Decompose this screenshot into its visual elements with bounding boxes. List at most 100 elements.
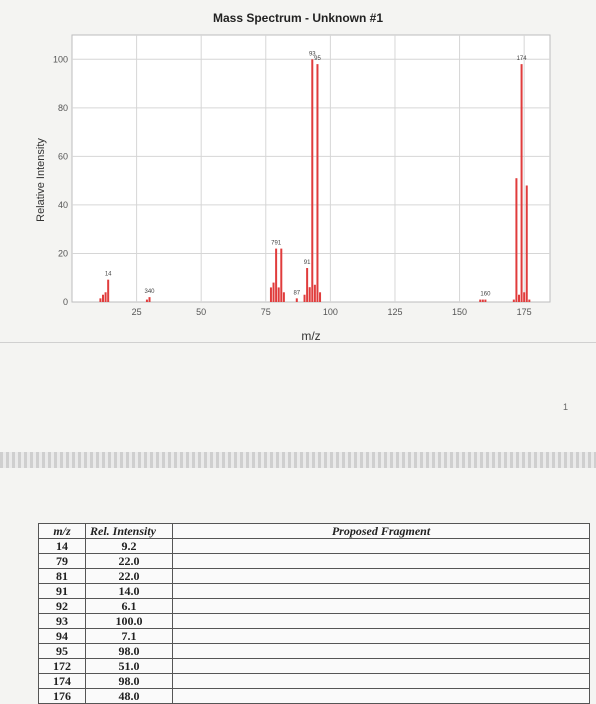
peak-bar	[517, 294, 520, 302]
table-header-row: m/z Rel. Intensity Proposed Fragment	[38, 523, 590, 539]
table-row: 79 22.0	[38, 553, 590, 569]
cell-fragment[interactable]	[172, 688, 590, 704]
cell-fragment[interactable]	[172, 628, 590, 644]
peak-bar	[311, 59, 314, 302]
cell-mz: 81	[38, 568, 86, 584]
cell-intensity: 98.0	[85, 673, 173, 689]
peak-bar	[280, 248, 283, 302]
header-intensity: Rel. Intensity	[85, 523, 173, 539]
y-tick-label: 20	[58, 248, 68, 258]
peak-bar	[295, 298, 298, 302]
plot-area	[71, 34, 551, 303]
peak-bar	[277, 287, 280, 302]
header-mz-numerator: m	[53, 523, 63, 538]
x-axis-label: m/z	[301, 329, 320, 343]
peak-bar	[145, 299, 148, 302]
chart-title: Mass Spectrum - Unknown #1	[213, 11, 383, 25]
cell-fragment[interactable]	[172, 538, 590, 554]
peak-bar	[520, 64, 523, 302]
mass-spectrum-chart: 25 50 75 100 125 150 175 0 20 40 60 80 100 14 340 791 87…	[35, 11, 551, 343]
header-fragment: Proposed Fragment	[172, 523, 590, 539]
y-tick-label: 40	[58, 200, 68, 210]
peak-bar	[303, 294, 306, 302]
peak-bar	[99, 298, 102, 302]
peak-bar	[306, 268, 309, 302]
table-row: 94 7.1	[38, 628, 590, 644]
cell-intensity: 22.0	[85, 553, 173, 569]
table-row: 176 48.0	[38, 688, 590, 704]
peak-label: 160	[480, 292, 491, 298]
peak-bar	[319, 292, 322, 302]
cell-mz: 93	[38, 613, 86, 629]
header-mz-denominator: z	[66, 523, 71, 538]
x-tick-label: 175	[517, 307, 532, 317]
peak-bar	[528, 299, 531, 302]
cell-mz: 95	[38, 643, 86, 659]
peak-bar	[104, 292, 107, 302]
peak-bar	[275, 248, 278, 302]
x-tick-label: 50	[196, 307, 206, 317]
peak-bar	[523, 292, 526, 302]
peak-bar	[107, 279, 110, 302]
peak-bar	[525, 185, 528, 302]
peak-bar	[282, 292, 285, 302]
y-tick-label: 100	[53, 54, 68, 64]
table-row: 93 100.0	[38, 613, 590, 629]
peak-bar	[148, 297, 151, 302]
peak-bar	[308, 287, 311, 302]
cell-mz: 92	[38, 598, 86, 614]
y-tick-label: 80	[58, 103, 68, 113]
cell-intensity: 14.0	[85, 583, 173, 599]
peak-bar	[313, 284, 316, 302]
table-row: 92 6.1	[38, 598, 590, 614]
peak-label: 95	[314, 56, 321, 62]
cell-fragment[interactable]	[172, 553, 590, 569]
cell-intensity: 51.0	[85, 658, 173, 674]
header-mz: m/z	[38, 523, 86, 539]
cell-fragment[interactable]	[172, 583, 590, 599]
peak-label: 791	[271, 241, 282, 247]
cell-intensity: 98.0	[85, 643, 173, 659]
cell-fragment[interactable]	[172, 643, 590, 659]
peak-bar	[484, 299, 487, 302]
cell-mz: 94	[38, 628, 86, 644]
table-row: 81 22.0	[38, 568, 590, 584]
fragment-table: m/z Rel. Intensity Proposed Fragment 14 9…	[38, 523, 590, 704]
peak-bar	[269, 287, 272, 302]
cell-fragment[interactable]	[172, 673, 590, 689]
table-row: 14 9.2	[38, 538, 590, 554]
peak-bar	[479, 299, 482, 302]
table-row: 174 98.0	[38, 673, 590, 689]
cell-mz: 176	[38, 688, 86, 704]
chart-svg: 25 50 75 100 125 150 175 0 20 40 60 80 100 14 340 791 87…	[35, 11, 551, 343]
cell-fragment[interactable]	[172, 613, 590, 629]
cell-fragment[interactable]	[172, 568, 590, 584]
x-tick-label: 25	[132, 307, 142, 317]
peak-bar	[272, 282, 275, 302]
table-row: 91 14.0	[38, 583, 590, 599]
y-tick-label: 60	[58, 151, 68, 161]
y-axis-label: Relative Intensity	[35, 138, 47, 222]
cell-mz: 14	[38, 538, 86, 554]
x-tick-label: 100	[323, 307, 338, 317]
peak-label: 340	[145, 289, 156, 295]
cell-mz: 174	[38, 673, 86, 689]
cell-fragment[interactable]	[172, 598, 590, 614]
cell-intensity: 22.0	[85, 568, 173, 584]
cell-fragment[interactable]	[172, 658, 590, 674]
peak-bar	[481, 299, 484, 302]
peak-label: 91	[304, 260, 311, 266]
page-divider-band	[0, 452, 596, 468]
table-body: 14 9.2 79 22.0 81 22.0 91 14.0 92 6.1 93 100.0 94 7.1…	[38, 538, 590, 704]
peak-bar	[512, 299, 515, 302]
peak-bar	[316, 64, 319, 302]
cell-intensity: 7.1	[85, 628, 173, 644]
cell-mz: 79	[38, 553, 86, 569]
peak-label: 14	[105, 272, 112, 278]
peak-bar	[515, 178, 518, 302]
y-tick-label: 0	[63, 297, 68, 307]
cell-intensity: 9.2	[85, 538, 173, 554]
cell-intensity: 48.0	[85, 688, 173, 704]
table-row: 95 98.0	[38, 643, 590, 659]
cell-intensity: 6.1	[85, 598, 173, 614]
